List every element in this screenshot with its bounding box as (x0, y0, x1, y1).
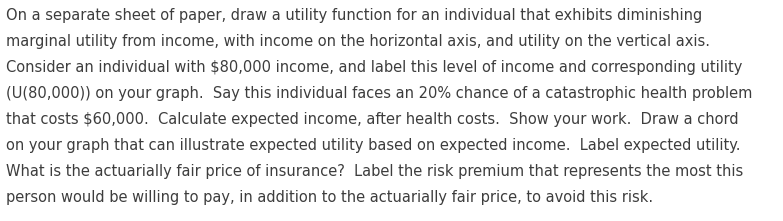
Text: that costs $60,000.  Calculate expected income, after health costs.  Show your w: that costs $60,000. Calculate expected i… (6, 112, 738, 127)
Text: on your graph that can illustrate expected utility based on expected income.  La: on your graph that can illustrate expect… (6, 138, 741, 153)
Text: Consider an individual with $80,000 income, and label this level of income and c: Consider an individual with $80,000 inco… (6, 60, 742, 75)
Text: What is the actuarially fair price of insurance?  Label the risk premium that re: What is the actuarially fair price of in… (6, 164, 743, 179)
Text: On a separate sheet of paper, draw a utility function for an individual that exh: On a separate sheet of paper, draw a uti… (6, 8, 702, 23)
Text: (U(80,000)) on your graph.  Say this individual faces an 20% chance of a catastr: (U(80,000)) on your graph. Say this indi… (6, 86, 752, 101)
Text: marginal utility from income, with income on the horizontal axis, and utility on: marginal utility from income, with incom… (6, 34, 710, 49)
Text: person would be willing to pay, in addition to the actuarially fair price, to av: person would be willing to pay, in addit… (6, 190, 653, 205)
